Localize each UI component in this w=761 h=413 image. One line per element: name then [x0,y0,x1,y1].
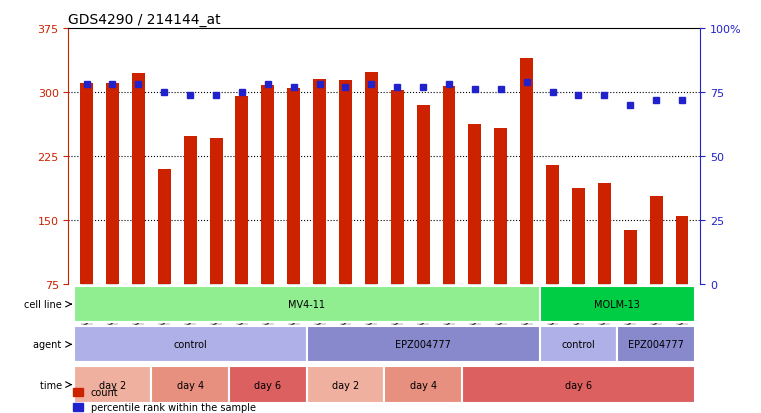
Text: MV4-11: MV4-11 [288,299,325,309]
Bar [261,86,274,284]
Text: cell line: cell line [24,299,68,309]
FancyBboxPatch shape [74,326,307,363]
FancyBboxPatch shape [151,367,229,403]
Bar [183,137,196,284]
Bar [521,59,533,284]
Bar [132,74,145,284]
Bar [572,188,585,284]
Bar [209,139,222,284]
Bar [365,73,377,284]
Bar [106,84,119,284]
Bar [417,106,430,284]
Text: MOLM-13: MOLM-13 [594,299,640,309]
Bar [443,87,456,284]
Text: day 2: day 2 [332,380,359,389]
Text: day 2: day 2 [99,380,126,389]
Bar [495,128,508,284]
Bar [546,165,559,284]
Bar [676,216,689,284]
FancyBboxPatch shape [462,367,695,403]
Text: day 6: day 6 [254,380,282,389]
Bar [313,80,326,284]
Text: agent: agent [33,339,68,349]
Bar [624,231,637,284]
FancyBboxPatch shape [307,367,384,403]
FancyBboxPatch shape [74,367,151,403]
FancyBboxPatch shape [307,326,540,363]
Bar [339,81,352,284]
Bar [598,184,611,284]
Text: EPZ004777: EPZ004777 [395,339,451,349]
Bar [469,124,482,284]
Bar [80,84,93,284]
Bar [158,169,170,284]
Text: GDS4290 / 214144_at: GDS4290 / 214144_at [68,12,221,26]
Bar [650,197,663,284]
Text: EPZ004777: EPZ004777 [628,339,684,349]
Bar [391,91,404,284]
FancyBboxPatch shape [384,367,462,403]
FancyBboxPatch shape [540,326,617,363]
Legend: count, percentile rank within the sample: count, percentile rank within the sample [73,387,256,412]
Text: day 6: day 6 [565,380,592,389]
Text: control: control [174,339,207,349]
Text: time: time [40,380,68,389]
Text: day 4: day 4 [177,380,204,389]
FancyBboxPatch shape [229,367,307,403]
Text: day 4: day 4 [409,380,437,389]
FancyBboxPatch shape [540,286,695,323]
Bar [235,97,248,284]
FancyBboxPatch shape [617,326,695,363]
Text: control: control [562,339,595,349]
FancyBboxPatch shape [74,286,540,323]
Bar [287,88,300,284]
